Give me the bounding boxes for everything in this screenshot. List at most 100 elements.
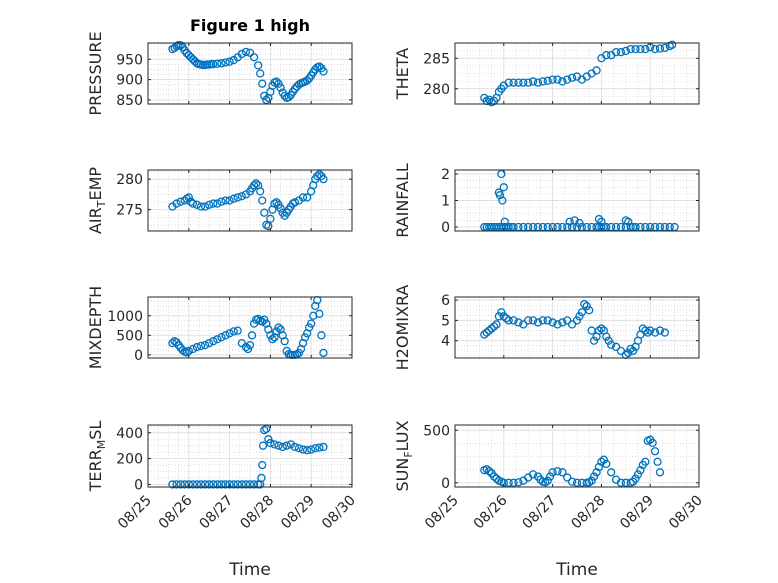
axes-box <box>454 42 700 105</box>
y-tick-label: 0 <box>134 348 143 364</box>
data-point <box>567 477 577 486</box>
data-point <box>607 468 616 477</box>
y-tick-label: 1000 <box>107 309 143 325</box>
data-point <box>582 301 591 311</box>
data-point <box>485 95 494 104</box>
data-point <box>528 470 538 479</box>
data-points <box>480 169 679 232</box>
data-point <box>602 459 611 469</box>
data-point <box>188 480 198 489</box>
data-point <box>192 342 202 352</box>
data-point <box>280 91 289 101</box>
data-point <box>558 318 567 327</box>
data-point <box>274 441 283 450</box>
data-point <box>266 214 275 223</box>
y-tick-label: 950 <box>116 52 143 68</box>
data-point <box>168 480 177 489</box>
data-point <box>543 476 552 485</box>
data-point <box>315 170 324 179</box>
data-point <box>602 332 611 341</box>
y-tick-label: 280 <box>116 172 143 188</box>
axes-box <box>147 424 353 488</box>
data-point <box>213 480 222 489</box>
data-point <box>290 442 300 452</box>
y-tick-label: 5 <box>441 313 450 329</box>
data-point <box>485 326 494 335</box>
data-point <box>558 77 567 86</box>
data-point <box>268 335 277 344</box>
data-point <box>209 337 218 346</box>
data-point <box>276 204 285 213</box>
data-point <box>294 444 304 453</box>
data-point <box>592 66 601 75</box>
minor-grid <box>148 425 352 487</box>
data-point <box>641 44 650 54</box>
data-point <box>302 193 312 202</box>
data-point <box>572 478 582 487</box>
y-axis-label: TERRMSL <box>86 421 108 493</box>
y-axis-label: THETA <box>393 48 412 100</box>
subplot-pressure: 850 900 950 PRESSURE Figure 1 high <box>86 16 353 116</box>
y-axis-label: MIXDEPTH <box>86 286 105 369</box>
data-point <box>597 324 606 333</box>
data-point <box>519 78 528 87</box>
data-point <box>487 324 496 333</box>
data-point <box>504 316 513 325</box>
data-point <box>543 316 552 325</box>
data-point <box>282 441 291 450</box>
data-point <box>278 442 287 452</box>
data-point <box>528 316 538 325</box>
data-point <box>558 468 567 477</box>
data-point <box>616 48 626 57</box>
data-point <box>482 328 491 337</box>
y-tick-label: 2 <box>441 167 450 183</box>
data-point <box>188 344 198 354</box>
y-tick-label: 0 <box>134 477 143 493</box>
data-point <box>258 460 267 470</box>
data-point <box>247 331 257 340</box>
data-point <box>205 480 214 489</box>
data-point <box>209 199 218 208</box>
data-point <box>504 78 513 87</box>
data-point <box>233 193 242 202</box>
data-point <box>229 194 238 203</box>
y-axis-label: AIRTEMP <box>86 167 108 234</box>
y-tick-label: 500 <box>116 328 143 344</box>
data-point <box>213 59 222 68</box>
data-point <box>217 197 226 206</box>
data-points <box>480 40 677 107</box>
data-point <box>290 198 300 207</box>
data-point <box>509 478 518 487</box>
data-point <box>298 193 308 202</box>
data-point <box>480 330 489 339</box>
data-point <box>660 43 669 53</box>
data-point <box>563 473 572 482</box>
data-point <box>176 41 185 50</box>
data-point <box>180 480 189 489</box>
data-point <box>315 309 324 318</box>
data-point <box>290 84 300 94</box>
data-point <box>621 46 630 56</box>
data-point <box>245 48 255 57</box>
data-point <box>650 328 660 337</box>
data-point <box>502 314 511 323</box>
data-point <box>319 348 328 358</box>
data-point <box>514 478 523 487</box>
data-point <box>524 78 533 87</box>
data-point <box>274 79 283 88</box>
data-point <box>514 318 523 327</box>
data-point <box>567 73 577 82</box>
data-point <box>616 346 626 356</box>
data-point <box>249 53 259 62</box>
data-point <box>221 58 230 67</box>
data-point <box>266 438 275 448</box>
data-point <box>631 474 640 483</box>
data-point <box>254 314 263 324</box>
data-point <box>567 320 577 329</box>
data-point <box>315 62 324 71</box>
data-point <box>298 445 308 454</box>
data-points <box>168 424 328 489</box>
data-point <box>504 478 513 487</box>
axes-box <box>147 42 353 105</box>
